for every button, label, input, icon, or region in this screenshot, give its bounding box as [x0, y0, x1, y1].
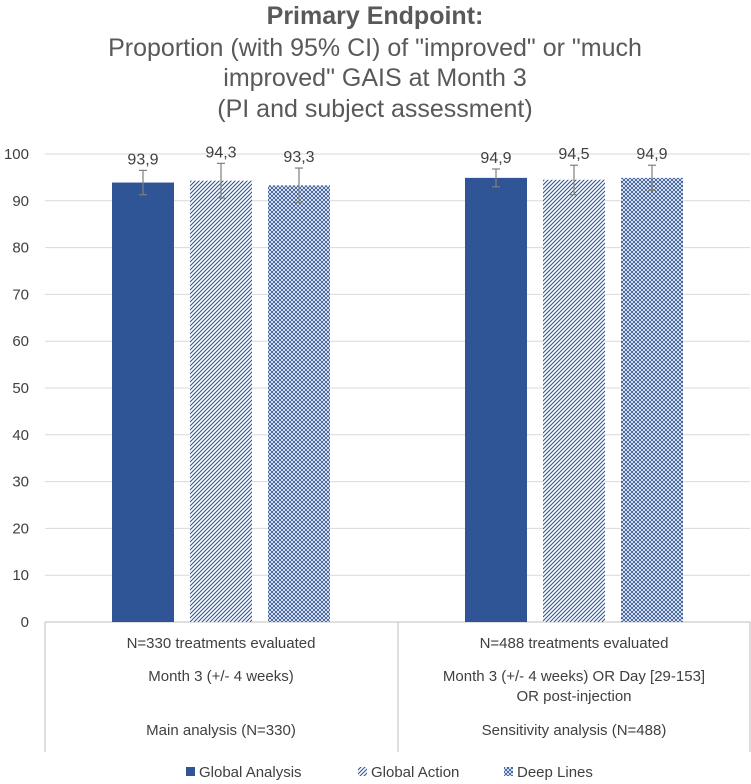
y-tick-label-40: 40: [12, 427, 29, 444]
bar-global-analysis-group-2: [465, 177, 527, 623]
error-bar-global-action-group-1: [217, 162, 225, 199]
chart-title-line-1: Proportion (with 95% CI) of "improved" o…: [108, 34, 642, 62]
y-tick-label-100: 100: [4, 146, 29, 163]
bar-global-action-group-2: [543, 179, 605, 623]
chart-title-line-3: (PI and subject assessment): [217, 95, 532, 123]
data-label-global-analysis-group-2: 94,9: [480, 150, 511, 167]
error-bars: [139, 162, 656, 204]
data-label-global-action-group-1: 94,3: [205, 144, 236, 161]
error-bar-global-analysis-group-1: [139, 169, 147, 196]
group-2-timepoint-line-1: Month 3 (+/- 4 weeks) OR Day [29-153]: [443, 668, 705, 685]
error-bar-global-analysis-group-2: [492, 168, 500, 188]
y-tick-label-30: 30: [12, 474, 29, 491]
y-tick-label-0: 0: [21, 614, 29, 631]
legend-label-global-action: Global Action: [371, 764, 459, 781]
error-bar-global-action-group-2: [570, 164, 578, 196]
y-axis: 0 10 20 30 40 50 60 70 80 90 100: [4, 146, 29, 631]
data-label-global-analysis-group-1: 93,9: [127, 151, 158, 168]
bar-global-analysis-group-1: [112, 182, 174, 622]
data-labels: 93,9 94,3 93,3 94,9 94,5 94,9: [127, 144, 667, 168]
legend: Global Analysis Global Action Deep Lines: [186, 764, 593, 781]
data-label-deep-lines-group-1: 93,3: [283, 149, 314, 166]
chart-title-line-2: improved" GAIS at Month 3: [223, 64, 526, 92]
group-1-analysis: Main analysis (N=330): [146, 722, 296, 739]
error-bar-deep-lines-group-2: [648, 164, 656, 192]
bar-deep-lines-group-2: [621, 177, 683, 623]
group-2-n-label: N=488 treatments evaluated: [480, 635, 669, 652]
legend-swatch-global-action: [358, 767, 367, 776]
group-2-analysis: Sensitivity analysis (N=488): [482, 722, 667, 739]
y-tick-label-80: 80: [12, 240, 29, 257]
error-bar-deep-lines-group-1: [295, 167, 303, 204]
group-2-timepoint-line-2: OR post-injection: [516, 688, 631, 705]
y-tick-label-90: 90: [12, 193, 29, 210]
legend-label-deep-lines: Deep Lines: [517, 764, 593, 781]
group-1-timepoint: Month 3 (+/- 4 weeks): [148, 668, 293, 685]
y-tick-label-50: 50: [12, 380, 29, 397]
data-label-deep-lines-group-2: 94,9: [636, 146, 667, 163]
y-tick-label-10: 10: [12, 567, 29, 584]
group-1-n-label: N=330 treatments evaluated: [127, 635, 316, 652]
chart-title-bold: Primary Endpoint:: [267, 2, 484, 30]
y-tick-label-70: 70: [12, 286, 29, 303]
legend-swatch-global-analysis: [186, 767, 195, 776]
legend-label-global-analysis: Global Analysis: [199, 764, 302, 781]
category-table: N=330 treatments evaluated Month 3 (+/- …: [44, 622, 751, 752]
bars: [112, 177, 683, 623]
legend-swatch-deep-lines: [504, 767, 513, 776]
chart-title: Primary Endpoint: Proportion (with 95% C…: [108, 2, 642, 123]
data-label-global-action-group-2: 94,5: [558, 146, 589, 163]
bar-deep-lines-group-1: [268, 185, 330, 622]
bar-global-action-group-1: [190, 180, 252, 622]
y-tick-label-60: 60: [12, 333, 29, 350]
y-tick-label-20: 20: [12, 520, 29, 537]
